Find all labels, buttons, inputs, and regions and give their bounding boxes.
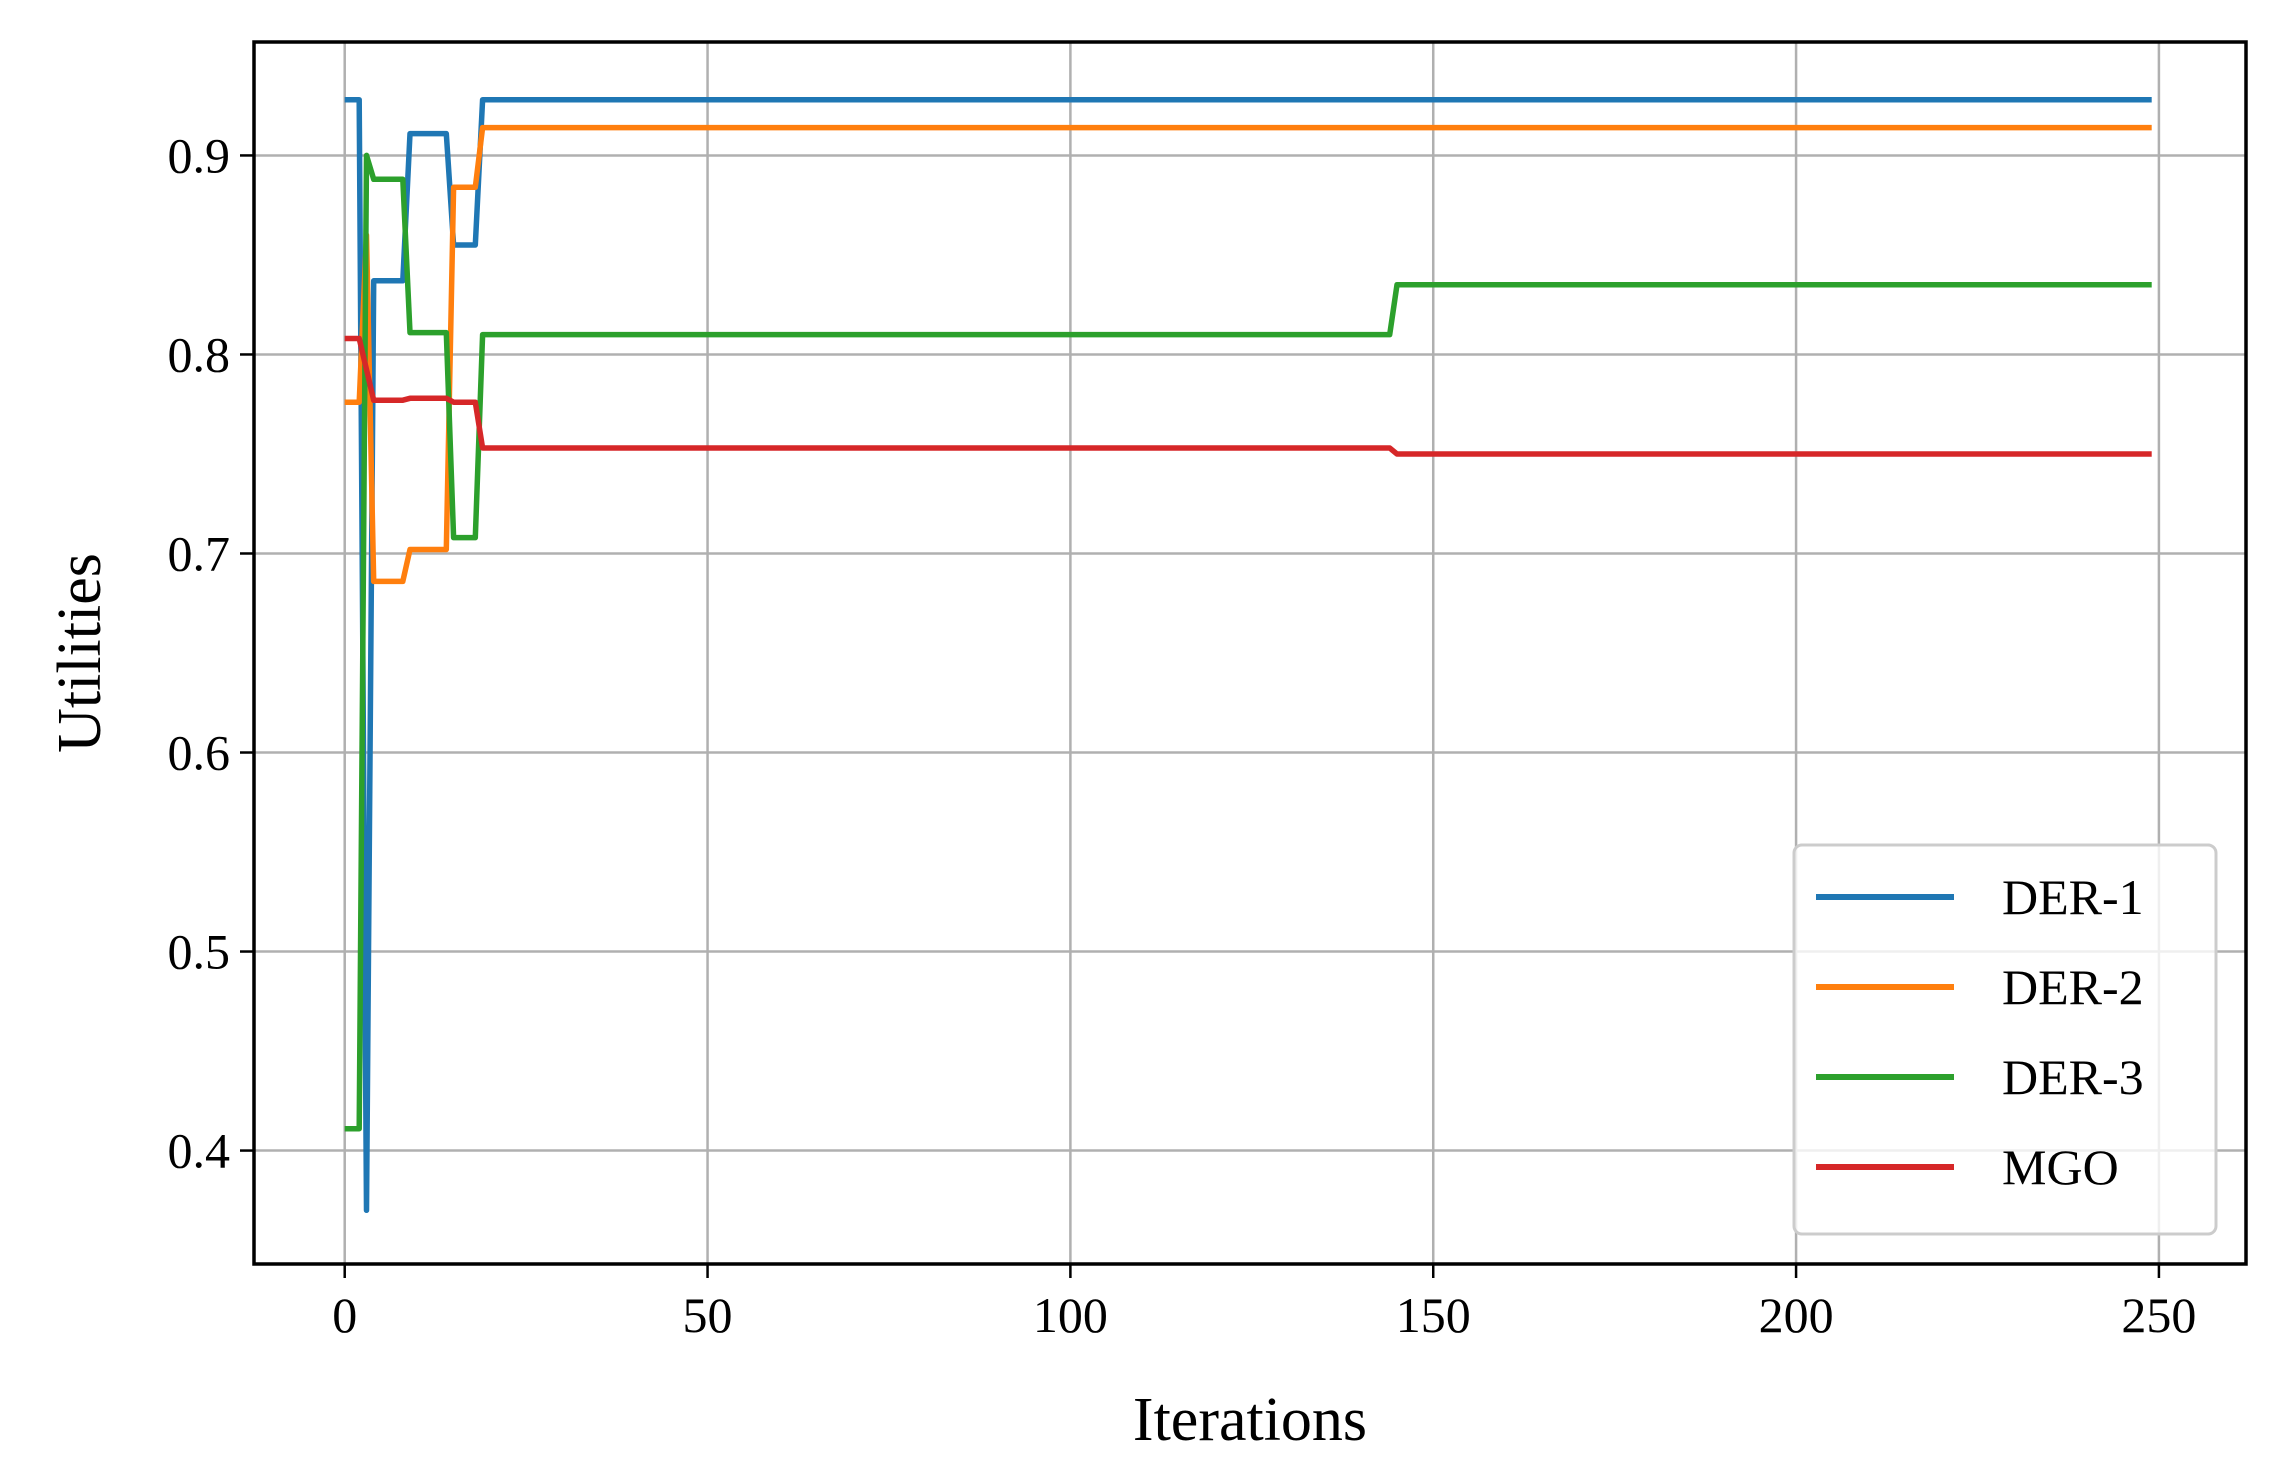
y-tick-label: 0.4 [168,1123,231,1179]
x-axis-title: Iterations [1133,1386,1367,1454]
legend-label-der-2: DER-2 [2002,959,2144,1015]
y-tick-label: 0.6 [168,725,231,781]
plot-frame [252,40,2248,1266]
legend-label-der-3: DER-3 [2002,1049,2144,1105]
y-tick-label: 0.5 [168,924,231,980]
x-tick-label: 150 [1396,1287,1471,1343]
x-tick-label: 200 [1759,1287,1834,1343]
legend-label-mgo: MGO [2002,1139,2119,1195]
legend: DER-1 DER-2 DER-3 MGO [1792,843,2218,1236]
y-tick-label: 0.7 [168,525,231,581]
series-line-mgo [344,335,2152,457]
y-axis-title: Utilities [46,553,114,753]
x-tick-label: 0 [332,1287,357,1343]
x-tick-label: 100 [1033,1287,1108,1343]
series-line-der-3 [344,152,2152,1132]
y-tick-label: 0.9 [168,127,231,183]
axis-ticks: 0 50 100 150 200 250 0.4 0.5 0.6 0.7 0.8 0.9 [168,127,2197,1343]
legend-box [1792,843,2218,1236]
x-tick-label: 250 [2121,1287,2196,1343]
legend-label-der-1: DER-1 [2002,869,2144,925]
x-tick-label: 50 [683,1287,733,1343]
y-tick-label: 0.8 [168,326,231,382]
grid-lines [254,42,2246,1264]
series-lines [344,96,2152,1214]
